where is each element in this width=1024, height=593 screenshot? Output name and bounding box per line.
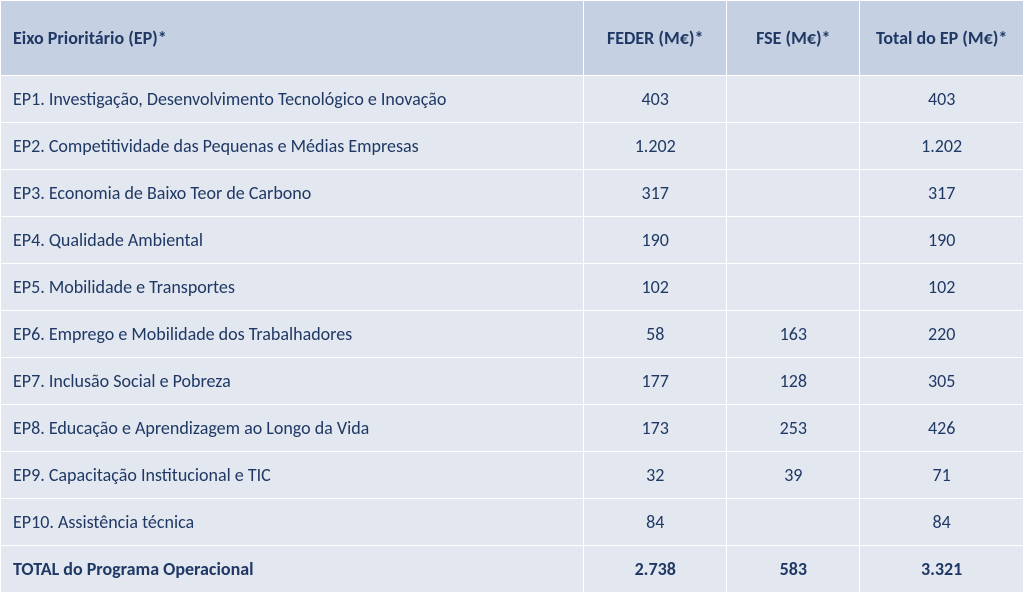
col-header-fse: FSE (M€)* bbox=[727, 1, 860, 76]
total-feder: 2.738 bbox=[584, 546, 727, 593]
cell-total: 426 bbox=[860, 405, 1024, 452]
cell-feder: 84 bbox=[584, 499, 727, 546]
cell-fse bbox=[727, 217, 860, 264]
cell-feder: 173 bbox=[584, 405, 727, 452]
cell-total: 102 bbox=[860, 264, 1024, 311]
cell-feder: 1.202 bbox=[584, 123, 727, 170]
table-row: EP1. Investigação, Desenvolvimento Tecno… bbox=[1, 76, 1024, 123]
table-body: EP1. Investigação, Desenvolvimento Tecno… bbox=[1, 76, 1024, 593]
table-row: EP10. Assistência técnica 84 84 bbox=[1, 499, 1024, 546]
cell-ep: EP6. Emprego e Mobilidade dos Trabalhado… bbox=[1, 311, 584, 358]
cell-ep: EP5. Mobilidade e Transportes bbox=[1, 264, 584, 311]
cell-feder: 190 bbox=[584, 217, 727, 264]
cell-fse bbox=[727, 499, 860, 546]
total-fse: 583 bbox=[727, 546, 860, 593]
cell-total: 403 bbox=[860, 76, 1024, 123]
cell-fse: 163 bbox=[727, 311, 860, 358]
cell-total: 71 bbox=[860, 452, 1024, 499]
funding-table: Eixo Prioritário (EP)* FEDER (M€)* FSE (… bbox=[0, 0, 1024, 593]
cell-feder: 32 bbox=[584, 452, 727, 499]
table-row: EP2. Competitividade das Pequenas e Médi… bbox=[1, 123, 1024, 170]
cell-total: 305 bbox=[860, 358, 1024, 405]
header-row: Eixo Prioritário (EP)* FEDER (M€)* FSE (… bbox=[1, 1, 1024, 76]
cell-feder: 403 bbox=[584, 76, 727, 123]
table-row: EP9. Capacitação Institucional e TIC 32 … bbox=[1, 452, 1024, 499]
cell-total: 84 bbox=[860, 499, 1024, 546]
total-row: TOTAL do Programa Operacional 2.738 583 … bbox=[1, 546, 1024, 593]
funding-table-container: Eixo Prioritário (EP)* FEDER (M€)* FSE (… bbox=[0, 0, 1024, 593]
cell-ep: EP9. Capacitação Institucional e TIC bbox=[1, 452, 584, 499]
cell-fse: 128 bbox=[727, 358, 860, 405]
total-label: TOTAL do Programa Operacional bbox=[1, 546, 584, 593]
table-row: EP6. Emprego e Mobilidade dos Trabalhado… bbox=[1, 311, 1024, 358]
cell-feder: 317 bbox=[584, 170, 727, 217]
cell-feder: 102 bbox=[584, 264, 727, 311]
col-header-ep: Eixo Prioritário (EP)* bbox=[1, 1, 584, 76]
cell-feder: 58 bbox=[584, 311, 727, 358]
cell-ep: EP10. Assistência técnica bbox=[1, 499, 584, 546]
cell-total: 190 bbox=[860, 217, 1024, 264]
cell-feder: 177 bbox=[584, 358, 727, 405]
table-row: EP3. Economia de Baixo Teor de Carbono 3… bbox=[1, 170, 1024, 217]
cell-ep: EP4. Qualidade Ambiental bbox=[1, 217, 584, 264]
cell-total: 317 bbox=[860, 170, 1024, 217]
col-header-feder: FEDER (M€)* bbox=[584, 1, 727, 76]
cell-fse bbox=[727, 76, 860, 123]
col-header-total: Total do EP (M€)* bbox=[860, 1, 1024, 76]
cell-ep: EP1. Investigação, Desenvolvimento Tecno… bbox=[1, 76, 584, 123]
table-row: EP7. Inclusão Social e Pobreza 177 128 3… bbox=[1, 358, 1024, 405]
table-row: EP4. Qualidade Ambiental 190 190 bbox=[1, 217, 1024, 264]
cell-fse bbox=[727, 264, 860, 311]
cell-fse: 39 bbox=[727, 452, 860, 499]
table-row: EP8. Educação e Aprendizagem ao Longo da… bbox=[1, 405, 1024, 452]
cell-total: 1.202 bbox=[860, 123, 1024, 170]
cell-fse bbox=[727, 170, 860, 217]
cell-ep: EP3. Economia de Baixo Teor de Carbono bbox=[1, 170, 584, 217]
cell-total: 220 bbox=[860, 311, 1024, 358]
cell-ep: EP7. Inclusão Social e Pobreza bbox=[1, 358, 584, 405]
table-row: EP5. Mobilidade e Transportes 102 102 bbox=[1, 264, 1024, 311]
total-total: 3.321 bbox=[860, 546, 1024, 593]
cell-ep: EP2. Competitividade das Pequenas e Médi… bbox=[1, 123, 584, 170]
cell-ep: EP8. Educação e Aprendizagem ao Longo da… bbox=[1, 405, 584, 452]
cell-fse: 253 bbox=[727, 405, 860, 452]
cell-fse bbox=[727, 123, 860, 170]
